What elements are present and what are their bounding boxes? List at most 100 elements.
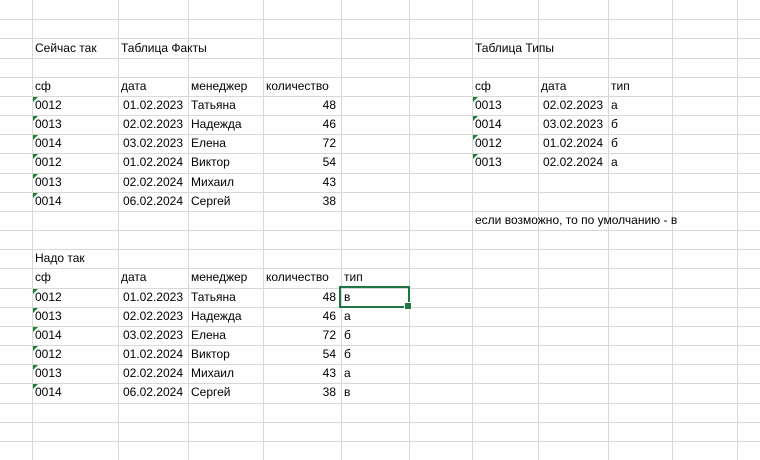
gridline-horizontal <box>0 230 760 231</box>
gridline-horizontal <box>0 287 760 289</box>
gridline-horizontal <box>0 364 760 366</box>
target-cell-r5-type[interactable]: а <box>344 366 351 381</box>
facts-cell-r6-qty[interactable]: 38 <box>322 193 336 208</box>
facts-cell-r5-qty[interactable]: 43 <box>322 174 336 189</box>
target-cell-r4-sf[interactable]: 0012 <box>35 347 62 361</box>
label-default-note[interactable]: если возможно, то по умолчанию - в <box>475 212 678 227</box>
gridline-horizontal <box>0 57 760 59</box>
target-cell-r1-type[interactable]: в <box>344 289 351 304</box>
types-cell-r3-type[interactable]: б <box>611 136 618 151</box>
types-cell-r2-date[interactable]: 03.02.2023 <box>542 117 603 131</box>
stored-as-text-indicator-icon <box>33 135 38 141</box>
target-cell-r1-date[interactable]: 01.02.2023 <box>122 289 183 304</box>
target-cell-r2-manager[interactable]: Надежда <box>191 308 242 323</box>
target-header-type[interactable]: тип <box>344 270 363 285</box>
target-cell-r6-date[interactable]: 06.02.2024 <box>122 385 183 400</box>
facts-cell-r6-manager[interactable]: Сергей <box>191 193 231 208</box>
facts-cell-r3-sf[interactable]: 0014 <box>35 136 62 151</box>
stored-as-text-indicator-icon <box>33 326 38 332</box>
label-target-approach[interactable]: Надо так <box>35 251 85 266</box>
target-cell-r5-qty[interactable]: 43 <box>322 366 336 381</box>
facts-cell-r5-manager[interactable]: Михаил <box>191 174 234 189</box>
target-cell-r2-qty[interactable]: 46 <box>322 308 336 323</box>
label-types-table-title[interactable]: Таблица Типы <box>475 40 555 55</box>
facts-cell-r2-sf[interactable]: 0013 <box>35 117 62 131</box>
types-cell-r3-sf[interactable]: 0012 <box>475 136 502 151</box>
gridline-horizontal <box>0 153 760 155</box>
facts-cell-r5-date[interactable]: 02.02.2024 <box>122 174 183 189</box>
target-header-qty[interactable]: количество <box>266 270 329 285</box>
label-current-approach[interactable]: Сейчас так <box>35 40 97 55</box>
facts-cell-r1-qty[interactable]: 48 <box>322 97 336 112</box>
target-cell-r4-manager[interactable]: Виктор <box>191 347 230 361</box>
target-cell-r2-sf[interactable]: 0013 <box>35 308 62 323</box>
selected-cell-outline[interactable] <box>339 285 412 310</box>
facts-cell-r3-date[interactable]: 03.02.2023 <box>122 136 183 151</box>
facts-cell-r5-sf[interactable]: 0013 <box>35 174 62 189</box>
types-header-type[interactable]: тип <box>611 78 630 93</box>
target-cell-r1-sf[interactable]: 0012 <box>35 289 62 304</box>
facts-cell-r2-manager[interactable]: Надежда <box>191 117 242 131</box>
target-cell-r3-manager[interactable]: Елена <box>191 327 226 342</box>
target-cell-r2-date[interactable]: 02.02.2023 <box>122 308 183 323</box>
facts-cell-r4-date[interactable]: 01.02.2024 <box>122 155 183 170</box>
facts-cell-r2-qty[interactable]: 46 <box>322 117 336 131</box>
types-cell-r2-sf[interactable]: 0014 <box>475 117 502 131</box>
facts-header-qty[interactable]: количество <box>266 78 329 93</box>
facts-cell-r6-date[interactable]: 06.02.2024 <box>122 193 183 208</box>
target-cell-r6-qty[interactable]: 38 <box>322 385 336 400</box>
target-cell-r4-date[interactable]: 01.02.2024 <box>122 347 183 361</box>
types-cell-r2-type[interactable]: б <box>611 117 618 131</box>
target-cell-r5-date[interactable]: 02.02.2024 <box>122 366 183 381</box>
stored-as-text-indicator-icon <box>33 116 38 121</box>
gridline-horizontal <box>0 345 760 346</box>
target-cell-r3-sf[interactable]: 0014 <box>35 327 62 342</box>
types-cell-r1-sf[interactable]: 0013 <box>475 97 502 112</box>
target-cell-r6-type[interactable]: в <box>344 385 351 400</box>
target-cell-r5-sf[interactable]: 0013 <box>35 366 62 381</box>
facts-cell-r3-manager[interactable]: Елена <box>191 136 226 151</box>
facts-cell-r4-sf[interactable]: 0012 <box>35 155 62 170</box>
fill-handle[interactable] <box>404 301 412 310</box>
target-cell-r6-manager[interactable]: Сергей <box>191 385 231 400</box>
label-facts-table-title[interactable]: Таблица Факты <box>121 40 207 55</box>
target-cell-r1-manager[interactable]: Татьяна <box>191 289 236 304</box>
types-header-date[interactable]: дата <box>541 78 567 93</box>
facts-cell-r3-qty[interactable]: 72 <box>322 136 336 151</box>
facts-header-sf[interactable]: сф <box>35 78 51 93</box>
types-header-sf[interactable]: сф <box>475 78 491 93</box>
facts-cell-r1-manager[interactable]: Татьяна <box>191 97 236 112</box>
target-cell-r6-sf[interactable]: 0014 <box>35 385 62 400</box>
types-cell-r4-sf[interactable]: 0013 <box>475 155 502 170</box>
facts-cell-r4-qty[interactable]: 54 <box>322 155 336 170</box>
types-cell-r4-type[interactable]: а <box>611 155 618 170</box>
target-cell-r4-type[interactable]: б <box>344 347 351 361</box>
types-cell-r1-type[interactable]: а <box>611 97 618 112</box>
facts-cell-r6-sf[interactable]: 0014 <box>35 193 62 208</box>
target-cell-r3-date[interactable]: 03.02.2023 <box>122 327 183 342</box>
gridline-horizontal <box>0 134 760 136</box>
facts-cell-r4-manager[interactable]: Виктор <box>191 155 230 170</box>
facts-header-manager[interactable]: менеджер <box>191 78 248 93</box>
stored-as-text-indicator-icon <box>33 365 38 371</box>
target-cell-r5-manager[interactable]: Михаил <box>191 366 234 381</box>
facts-header-date[interactable]: дата <box>121 78 147 93</box>
facts-cell-r1-date[interactable]: 01.02.2023 <box>122 97 183 112</box>
facts-cell-r2-date[interactable]: 02.02.2023 <box>122 117 183 131</box>
target-cell-r1-qty[interactable]: 48 <box>322 289 336 304</box>
target-cell-r3-qty[interactable]: 72 <box>322 327 336 342</box>
target-cell-r3-type[interactable]: б <box>344 327 351 342</box>
target-cell-r4-qty[interactable]: 54 <box>322 347 336 361</box>
gridline-horizontal <box>0 268 760 270</box>
types-cell-r4-date[interactable]: 02.02.2024 <box>542 155 603 170</box>
types-cell-r1-date[interactable]: 02.02.2023 <box>542 97 603 112</box>
stored-as-text-indicator-icon <box>33 346 38 351</box>
facts-cell-r1-sf[interactable]: 0012 <box>35 97 62 112</box>
target-cell-r2-type[interactable]: а <box>344 308 351 323</box>
types-cell-r3-date[interactable]: 01.02.2024 <box>542 136 603 151</box>
target-header-sf[interactable]: сф <box>35 270 51 285</box>
target-header-manager[interactable]: менеджер <box>191 270 248 285</box>
target-header-date[interactable]: дата <box>121 270 147 285</box>
gridline-horizontal <box>0 325 760 327</box>
